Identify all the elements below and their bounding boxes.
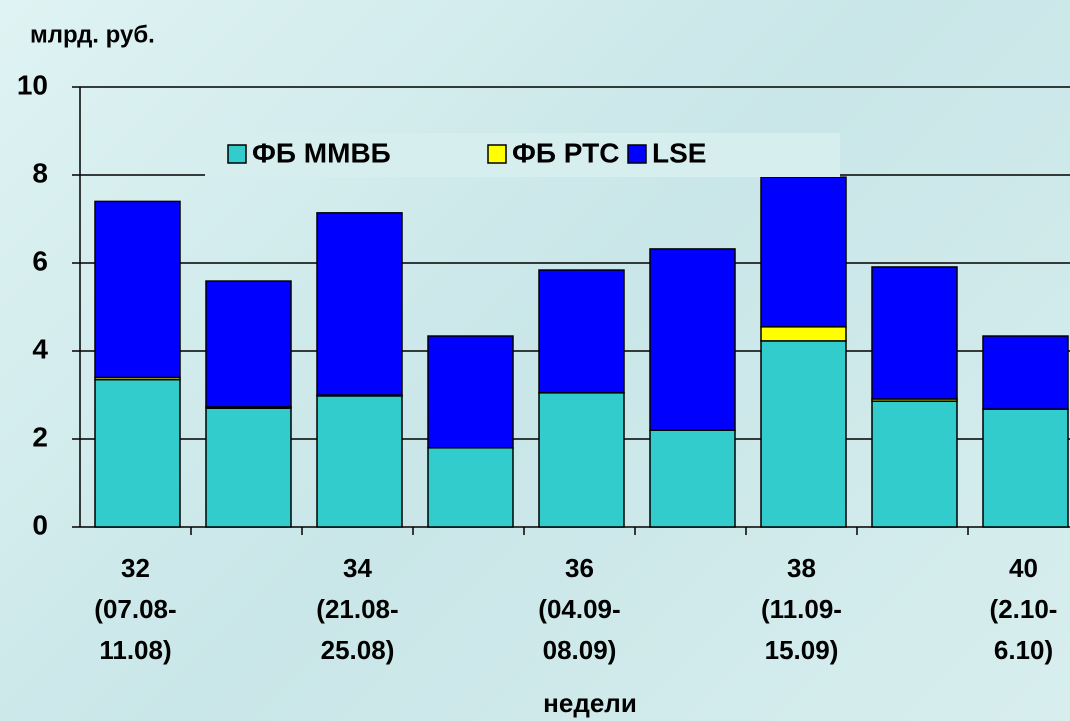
y-axis-label: млрд. руб. [30,21,155,48]
legend-swatch [227,144,247,164]
bar-segment [94,200,181,379]
bar-segment [427,335,514,449]
y-tick-label: 2 [32,421,48,452]
bar-segment [538,269,625,394]
bar-segment [982,408,1069,528]
x-tick-label: 40 (2.10-6.10) [990,553,1058,665]
legend-label: LSE [652,137,706,168]
bar-segment [538,392,625,528]
bar-segment [649,429,736,528]
bar-segment [205,407,292,528]
x-tick-label: 32 (07.08-11.08) [94,553,176,665]
legend-swatch [627,144,647,164]
x-tick-label: 38 (11.09-15.09) [761,553,842,665]
y-tick-label: 10 [17,69,48,100]
y-tick-label: 8 [32,157,48,188]
bar-segment [871,266,958,400]
y-tick-label: 6 [32,245,48,276]
bar-segment [316,395,403,528]
bar-segment [871,400,958,528]
bar-segment [316,212,403,396]
legend-swatch [487,144,507,164]
x-tick-label: 34 (21.08-25.08) [316,553,398,665]
legend-label: ФБ ММВБ [252,137,391,168]
bar-segment [94,378,181,528]
bar-segment [649,248,736,431]
bar-segment [760,340,847,528]
bar-segment [982,335,1069,410]
x-tick-label: 36 (04.09-08.09) [538,553,620,665]
y-tick-label: 0 [32,509,48,540]
bar-segment [760,326,847,342]
bar-segment [205,280,292,408]
bar-segment [760,176,847,328]
x-axis-label: недели [543,688,637,718]
bar-segment [427,447,514,528]
legend: ФБ ММВБ ФБ РТС LSE [205,133,840,177]
legend-background [205,133,840,177]
legend-label: ФБ РТС [512,137,619,168]
y-tick-label: 4 [32,333,48,364]
